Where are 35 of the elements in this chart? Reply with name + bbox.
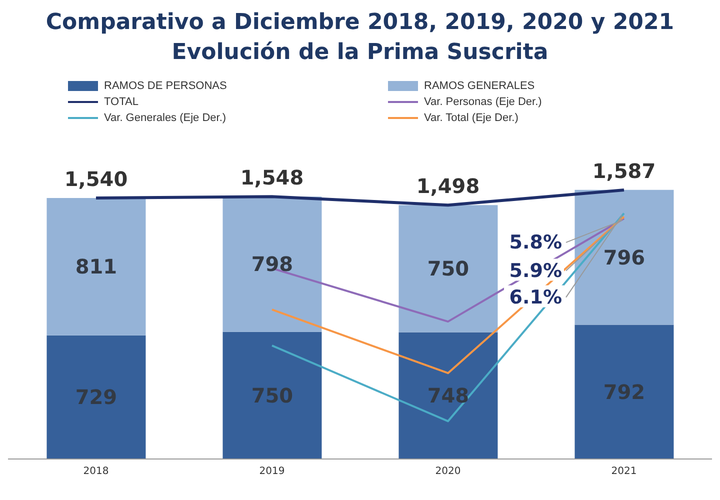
bar (398, 205, 498, 332)
data-label: 792 (603, 380, 646, 404)
bar (398, 332, 498, 459)
data-label: 748 (427, 384, 470, 408)
data-label: 5.8% (509, 231, 562, 254)
data-label: 798 (251, 252, 294, 276)
bar (46, 335, 146, 459)
x-tick-label: 2019 (259, 466, 285, 478)
x-tick-label: 2018 (83, 466, 109, 478)
x-tick-label: 2021 (611, 466, 637, 478)
data-label: 1,498 (416, 174, 480, 198)
bar (574, 324, 674, 459)
bar (574, 190, 674, 325)
bar (222, 196, 322, 332)
legend-label: RAMOS DE PERSONAS (104, 80, 227, 92)
data-label: 1,587 (592, 159, 656, 184)
bar (46, 198, 146, 336)
legend-label: Var. Personas (Eje Der.) (424, 96, 542, 108)
data-label: 5.9% (509, 260, 562, 282)
data-label: 811 (75, 254, 118, 279)
data-label: 750 (427, 256, 470, 281)
legend-label: Var. Generales (Eje Der.) (104, 112, 226, 124)
data-label: 750 (251, 383, 294, 408)
legend-label: TOTAL (104, 96, 138, 108)
data-label: 729 (75, 385, 118, 410)
x-tick-label: 2020 (435, 466, 461, 478)
text: Evolución de la Prima Suscrita (170, 39, 550, 67)
bar (222, 332, 322, 459)
data-label: 1,548 (240, 166, 304, 190)
data-label: 1,540 (64, 166, 128, 191)
data-label: 796 (603, 245, 646, 270)
legend-label: Var. Total (Eje Der.) (424, 112, 518, 124)
text: Comparativo a Diciembre 2018, 2019, 2020 y 2021 (44, 9, 676, 37)
legend-label: RAMOS GENERALES (424, 80, 535, 92)
data-label: 6.1% (509, 286, 562, 308)
